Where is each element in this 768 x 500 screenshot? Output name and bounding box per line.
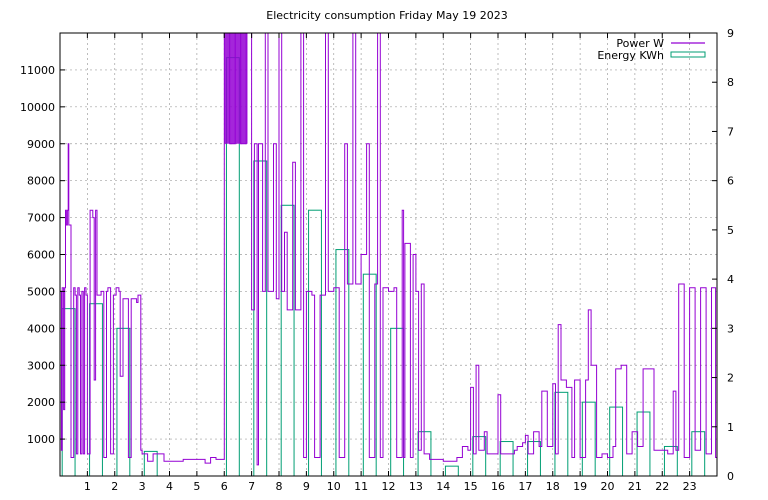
x-tick-label: 3 [139, 480, 146, 493]
legend: Power W Energy KWh [597, 37, 706, 62]
x-tick-label: 7 [248, 480, 255, 493]
x-tick-label: 2 [111, 480, 118, 493]
x-tick-label: 11 [354, 480, 368, 493]
x-tick-label: 9 [303, 480, 310, 493]
chart-title: Electricity consumption Friday May 19 20… [266, 9, 507, 22]
energy-bar [663, 445, 678, 477]
x-tick-label: 6 [221, 480, 228, 493]
x-tick-label: 1 [84, 480, 91, 493]
y2-tick-label: 2 [727, 372, 734, 385]
grid-lines [60, 33, 717, 476]
y-tick-label: 7000 [27, 212, 55, 225]
energy-bar [499, 441, 514, 477]
legend-swatch-energy [670, 51, 706, 58]
power-saturated-band [224, 33, 248, 144]
energy-bar [444, 465, 459, 477]
x-tick-label: 17 [518, 480, 532, 493]
y-tick-label: 8000 [27, 175, 55, 188]
x-tick-label: 16 [491, 480, 505, 493]
legend-label-power: Power W [616, 37, 664, 50]
legend-label-energy: Energy KWh [597, 49, 664, 62]
y-tick-label: 3000 [27, 359, 55, 372]
x-tick-label: 23 [683, 480, 697, 493]
x-tick-label: 22 [655, 480, 669, 493]
x-tick-label: 18 [546, 480, 560, 493]
energy-bar [581, 401, 596, 477]
y-tick-label: 2000 [27, 396, 55, 409]
y2-tick-label: 9 [727, 27, 734, 40]
energy-bar [691, 431, 706, 477]
energy-bar [335, 249, 350, 477]
x-tick-label: 4 [166, 480, 173, 493]
y-tick-label: 1000 [27, 433, 55, 446]
y-tick-label: 6000 [27, 249, 55, 262]
x-tick-label: 12 [382, 480, 396, 493]
energy-bar [143, 450, 158, 477]
x-tick-label: 20 [601, 480, 615, 493]
y2-tick-label: 8 [727, 76, 734, 89]
y2-tick-label: 3 [727, 322, 734, 335]
y-tick-label: 9000 [27, 138, 55, 151]
y-tick-label: 10000 [20, 101, 55, 114]
y2-tick-label: 0 [727, 470, 734, 483]
x-tick-label: 10 [327, 480, 341, 493]
y2-tick-label: 7 [727, 125, 734, 138]
energy-bar [61, 308, 76, 477]
power-series [60, 32, 717, 466]
y-tick-label: 11000 [20, 64, 55, 77]
y-tick-label: 5000 [27, 285, 55, 298]
y2-tick-label: 6 [727, 175, 734, 188]
y2-tick-label: 5 [727, 224, 734, 237]
y2-tick-label: 4 [727, 273, 734, 286]
x-tick-label: 8 [276, 480, 283, 493]
x-tick-label: 19 [573, 480, 587, 493]
energy-bar [253, 160, 268, 477]
power-line [60, 32, 717, 466]
x-tick-label: 5 [193, 480, 200, 493]
y-tick-label: 4000 [27, 322, 55, 335]
x-tick-label: 15 [464, 480, 478, 493]
x-tick-label: 21 [628, 480, 642, 493]
axis-ticks: 1 2 3 4 5 6 7 8 9 10 11 12 13 14 15 16 17 18 19 20 21 22 23100… [20, 27, 734, 493]
energy-bar [554, 391, 569, 477]
x-tick-label: 14 [436, 480, 450, 493]
x-tick-label: 13 [409, 480, 423, 493]
y2-tick-label: 1 [727, 421, 734, 434]
